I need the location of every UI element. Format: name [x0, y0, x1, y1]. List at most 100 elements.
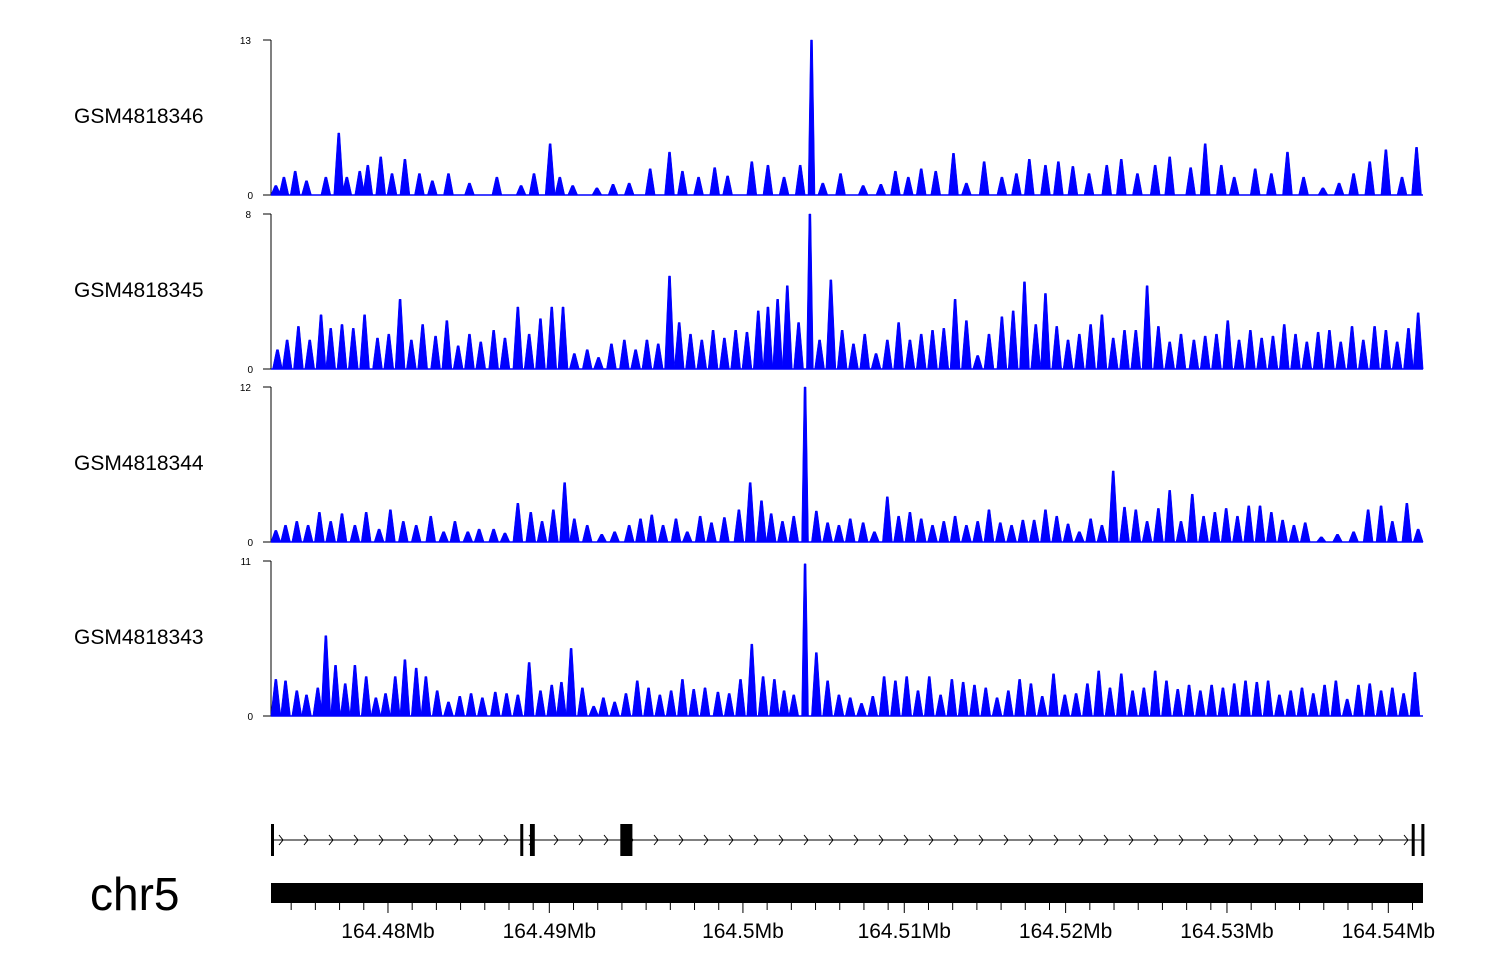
strand-arrow	[403, 834, 409, 846]
coverage-peak	[373, 528, 385, 543]
coverage-peak	[1411, 147, 1422, 196]
strand-arrow	[1028, 834, 1034, 846]
coverage-peak	[1130, 509, 1142, 543]
coverage-peak	[1085, 518, 1096, 543]
exon-block	[529, 824, 535, 856]
coverage-peak	[535, 690, 546, 717]
coverage-peak	[525, 512, 537, 543]
coverage-peak	[807, 39, 816, 196]
coverage-peak	[452, 345, 464, 370]
coverage-peak	[875, 184, 887, 196]
coverage-peak	[646, 514, 658, 543]
coverage-peak	[556, 681, 567, 717]
coverage-peak	[699, 687, 711, 717]
coverage-peak	[339, 683, 351, 717]
coverage-peak	[969, 684, 980, 717]
strand-arrow	[1203, 834, 1209, 846]
coverage-peak	[912, 690, 924, 717]
coverage-peak	[523, 662, 535, 717]
coverage-peak	[811, 652, 822, 717]
coverage-peak	[554, 176, 566, 196]
coverage-peak	[607, 184, 619, 196]
coverage-peak	[291, 690, 303, 717]
coverage-peak	[475, 341, 487, 370]
x-tick-label: 164.54Mb	[1342, 920, 1435, 943]
coverage-peak	[362, 164, 374, 196]
coverage-peak	[735, 679, 746, 717]
coverage-peak	[1164, 341, 1175, 370]
coverage-peak	[1007, 310, 1019, 370]
coverage-peak	[1062, 523, 1074, 543]
coverage-peak	[1348, 173, 1359, 196]
coverage-peak	[1141, 521, 1153, 543]
coverage-peak	[1085, 324, 1096, 370]
coverage-peak	[320, 176, 332, 196]
coverage-peak	[848, 343, 859, 370]
coverage-peak	[1028, 519, 1040, 543]
coverage-peak	[1116, 158, 1127, 196]
coverage-tracks: GSM4818346130GSM481834580GSM4818344120GS…	[74, 36, 1424, 723]
coverage-peak	[927, 330, 938, 370]
coverage-peak	[746, 643, 758, 717]
coverage-peak	[1096, 524, 1108, 543]
coverage-peak	[270, 679, 282, 717]
coverage-peak	[643, 687, 654, 717]
coverage-peak	[696, 339, 708, 370]
coverage-peak	[869, 531, 880, 543]
track-label: GSM4818345	[74, 279, 204, 302]
coverage-peak	[833, 524, 845, 543]
coverage-peak	[972, 521, 983, 543]
coverage-peak	[1211, 333, 1222, 370]
coverage-peak	[431, 690, 443, 717]
strand-arrow	[778, 834, 784, 846]
coverage-peak	[801, 386, 809, 543]
coverage-peak	[1412, 528, 1424, 543]
coverage-peak	[270, 530, 282, 543]
coverage-peak	[410, 524, 422, 543]
strand-arrow	[378, 834, 384, 846]
coverage-peak	[902, 176, 914, 196]
strand-arrow	[553, 834, 559, 846]
strand-arrow	[653, 834, 659, 846]
coverage-peak	[302, 524, 314, 543]
coverage-peak	[1141, 285, 1153, 370]
coverage-peak	[719, 517, 730, 543]
coverage-peak	[557, 306, 569, 370]
coverage-peak	[688, 688, 700, 717]
coverage-peak	[1278, 324, 1290, 370]
coverage-peak	[961, 320, 972, 370]
strand-arrow	[928, 834, 934, 846]
strand-arrow	[1053, 834, 1059, 846]
coverage-peak	[399, 158, 411, 196]
strand-arrow	[1003, 834, 1009, 846]
strand-arrow	[803, 834, 809, 846]
coverage-peak	[1353, 684, 1364, 717]
coverage-peak	[314, 512, 325, 543]
coverage-peak	[777, 521, 788, 543]
x-tick-label: 164.51Mb	[858, 920, 951, 943]
coverage-peak	[380, 693, 391, 717]
coverage-peak	[1062, 339, 1074, 370]
coverage-peak	[1116, 673, 1127, 717]
coverage-peak	[1040, 164, 1051, 196]
coverage-track: GSM4818344 12 0	[74, 383, 1424, 549]
coverage-peak	[1051, 515, 1063, 543]
coverage-peak	[1298, 176, 1309, 196]
strand-arrow	[1328, 834, 1334, 846]
coverage-peak	[1048, 673, 1059, 717]
coverage-peak	[1290, 333, 1301, 370]
coverage-peak	[370, 697, 382, 717]
coverage-peak	[1119, 506, 1130, 543]
exon-block	[1421, 824, 1425, 856]
coverage-peak	[1206, 684, 1217, 717]
coverage-peak	[488, 330, 499, 370]
coverage-peak	[890, 680, 901, 717]
coverage-peak	[488, 528, 499, 543]
coverage-peak	[1209, 512, 1221, 543]
coverage-peak	[591, 187, 603, 196]
coverage-peak	[1301, 341, 1313, 370]
coverage-peak	[425, 515, 437, 543]
coverage-peak	[596, 534, 608, 543]
coverage-peak	[1299, 522, 1311, 543]
coverage-peak	[375, 156, 386, 196]
